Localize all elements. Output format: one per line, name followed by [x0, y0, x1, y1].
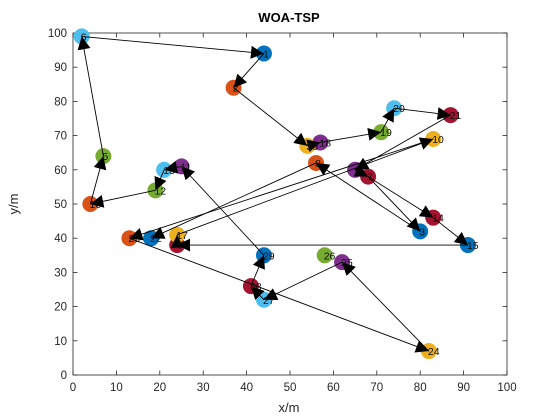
city-label-12: 12	[154, 185, 166, 197]
route-edge-12-16	[90, 189, 156, 208]
city-label-16: 16	[89, 199, 101, 211]
y-tick-label: 60	[54, 165, 67, 177]
y-axis-title: y/m	[6, 194, 21, 215]
y-tick-label: 50	[54, 199, 67, 211]
city-label-19: 19	[380, 127, 392, 139]
y-tick-label: 30	[54, 267, 67, 279]
x-tick-label: 50	[284, 382, 297, 394]
x-axis-title: x/m	[279, 400, 300, 415]
x-tick-label: 70	[370, 382, 383, 394]
city-label-15: 15	[467, 240, 479, 252]
x-tick-label: 20	[153, 382, 166, 394]
city-label-30: 30	[306, 141, 318, 153]
city-label-10: 10	[432, 134, 444, 146]
y-tick-label: 0	[61, 370, 67, 382]
route-edge-2-30	[233, 87, 308, 147]
city-label-29: 29	[263, 250, 275, 262]
route-edge-3-8	[315, 162, 421, 232]
y-tick-label: 80	[54, 96, 67, 108]
city-label-8: 8	[315, 158, 321, 170]
x-tick-label: 0	[70, 382, 76, 394]
x-tick-label: 10	[110, 382, 123, 394]
route-edge-16-5	[89, 156, 107, 205]
city-label-9: 9	[354, 165, 360, 177]
route-edge-6-1	[81, 35, 265, 59]
route-edge-29-11	[181, 166, 265, 256]
city-label-4: 4	[176, 240, 182, 252]
route-edge-5-6	[77, 36, 104, 157]
route-edge-27-28	[250, 285, 265, 301]
city-label-18: 18	[319, 137, 331, 149]
y-tick-label: 10	[54, 336, 67, 348]
city-label-22: 22	[150, 233, 162, 245]
axes-box	[72, 32, 508, 376]
route-edge-20-21	[394, 107, 451, 120]
city-label-20: 20	[393, 103, 405, 115]
city-label-13: 13	[163, 165, 175, 177]
city-label-23: 23	[128, 233, 140, 245]
route-edge-19-20	[380, 108, 395, 133]
route-edge-11-13	[164, 160, 182, 174]
route-edge-24-25	[341, 261, 430, 352]
route-edge-17-10	[177, 137, 434, 236]
route-edge-13-12	[154, 169, 167, 191]
route-edge-7-14	[367, 176, 434, 219]
city-label-11: 11	[181, 161, 192, 173]
city-label-28: 28	[250, 281, 262, 293]
city-label-1: 1	[263, 49, 269, 61]
y-tick-label: 20	[54, 302, 67, 314]
route-edge-18-19	[320, 127, 382, 143]
city-label-5: 5	[102, 151, 108, 163]
y-tick-label: 90	[54, 62, 67, 74]
x-tick-label: 40	[240, 382, 253, 394]
y-tick-label: 100	[48, 28, 67, 40]
city-label-7: 7	[367, 172, 373, 184]
route-edge-8-22	[150, 162, 317, 239]
route-edge-10-23	[129, 138, 434, 241]
route-edge-25-27	[263, 261, 343, 301]
x-tick-label: 90	[457, 382, 470, 394]
route-edge-14-15	[432, 217, 469, 246]
plot-area: 0 10 20 30 40 50 60 70 80 90 100 0 10 20 30 40 50 60 70 80 9…	[48, 28, 517, 394]
city-label-25: 25	[341, 257, 353, 269]
x-tick-label: 60	[327, 382, 340, 394]
route-edge-9-7	[353, 164, 369, 178]
route-edge-1-2	[233, 53, 265, 89]
y-tick-label: 40	[54, 233, 67, 245]
route-edge-21-9	[354, 114, 451, 171]
city-label-14: 14	[432, 213, 444, 225]
city-label-6: 6	[81, 31, 87, 43]
x-tick-label: 80	[414, 382, 427, 394]
chart-title: WOA-TSP	[258, 10, 320, 25]
x-tick-label: 30	[197, 382, 210, 394]
route-edge-28-29	[250, 255, 265, 287]
city-label-27: 27	[263, 295, 275, 307]
city-label-26: 26	[324, 250, 336, 262]
x-tick-label: 100	[497, 382, 516, 394]
city-label-21: 21	[450, 110, 462, 122]
city-label-2: 2	[233, 83, 239, 95]
city-marker-26	[316, 247, 333, 264]
route-edge-30-18	[306, 139, 321, 153]
city-label-17: 17	[176, 230, 188, 242]
y-tick-label: 70	[54, 131, 67, 143]
city-label-3: 3	[419, 226, 425, 238]
route-edge-23-24	[129, 237, 430, 353]
city-label-24: 24	[428, 346, 440, 358]
route-edge-7-3	[367, 176, 421, 232]
